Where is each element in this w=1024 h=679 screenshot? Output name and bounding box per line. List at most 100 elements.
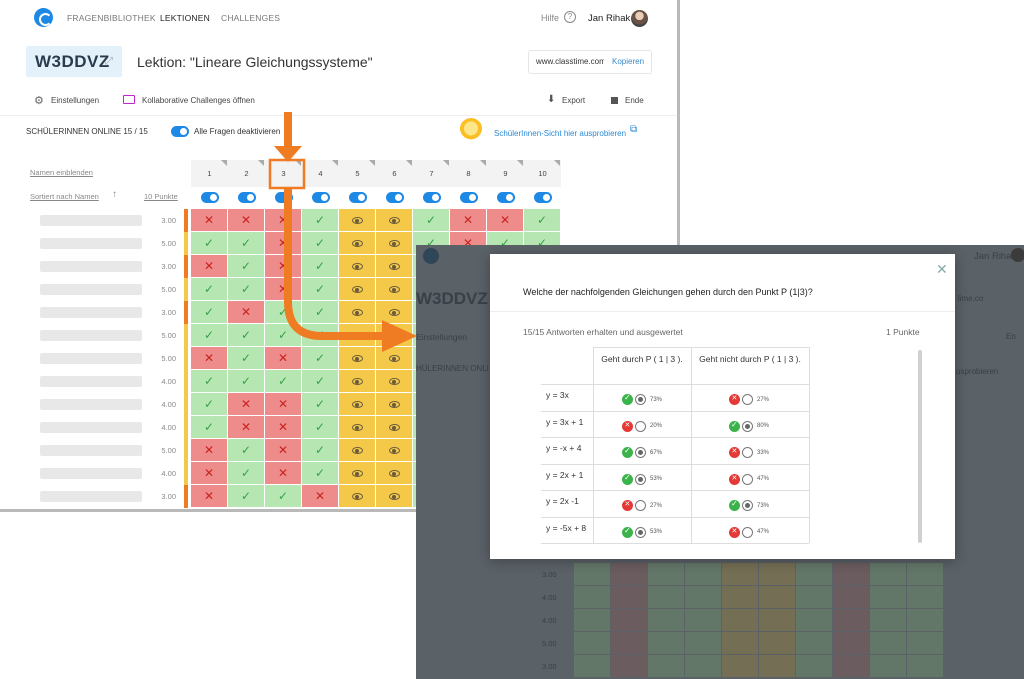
wrong-answer-icon[interactable]: ✕ (191, 485, 228, 508)
student-name-blurred[interactable] (40, 491, 142, 502)
wrong-answer-icon[interactable]: ✕ (228, 416, 265, 439)
sort-by-name[interactable]: Sortiert nach Namen (30, 192, 99, 201)
export-button[interactable]: Export (562, 96, 586, 105)
answer-radio[interactable] (742, 420, 753, 432)
answer-radio[interactable] (742, 473, 753, 485)
close-icon[interactable]: ✕ (936, 261, 948, 277)
correct-answer-icon[interactable]: ✓ (265, 485, 302, 508)
student-name-blurred[interactable] (40, 238, 142, 249)
wrong-answer-icon[interactable]: ✕ (450, 209, 487, 232)
correct-answer-icon[interactable]: ✓ (302, 278, 339, 301)
correct-answer-icon[interactable]: ✓ (302, 416, 339, 439)
revealed-answer-cell[interactable] (339, 232, 376, 255)
revealed-answer-cell[interactable] (339, 278, 376, 301)
correct-answer-icon[interactable]: ✓ (191, 301, 228, 324)
revealed-answer-cell[interactable] (376, 462, 413, 485)
correct-answer-icon[interactable]: ✓ (228, 485, 265, 508)
revealed-answer-cell[interactable] (376, 439, 413, 462)
answer-radio[interactable] (742, 526, 753, 538)
correct-answer-icon[interactable]: ✓ (302, 255, 339, 278)
wrong-answer-icon[interactable]: ✕ (191, 462, 228, 485)
correct-answer-icon[interactable]: ✓ (191, 370, 228, 393)
correct-answer-icon[interactable]: ✓ (228, 439, 265, 462)
revealed-answer-cell[interactable] (376, 416, 413, 439)
column-number[interactable]: 2 (244, 169, 249, 178)
correct-answer-icon[interactable]: ✓ (228, 324, 265, 347)
column-number[interactable]: 6 (392, 169, 397, 178)
correct-answer-icon[interactable]: ✓ (191, 416, 228, 439)
end-button[interactable]: Ende (625, 96, 644, 105)
answer-radio[interactable] (635, 420, 646, 432)
question-toggle[interactable] (349, 192, 367, 203)
question-toggle[interactable] (423, 192, 441, 203)
correct-answer-icon[interactable]: ✓ (228, 370, 265, 393)
answer-option[interactable]: 27% (729, 391, 789, 406)
student-name-blurred[interactable] (40, 353, 142, 364)
wrong-answer-icon[interactable]: ✕ (265, 255, 302, 278)
wrong-answer-icon[interactable]: ✕ (191, 439, 228, 462)
avatar[interactable] (631, 10, 648, 27)
column-number[interactable]: 4 (318, 169, 323, 178)
revealed-answer-cell[interactable] (339, 209, 376, 232)
session-code-chip[interactable] (26, 46, 122, 77)
revealed-answer-cell[interactable] (339, 255, 376, 278)
answer-option[interactable]: 47% (729, 471, 789, 485)
answer-option[interactable]: 20% (622, 418, 682, 432)
wrong-answer-icon[interactable]: ✕ (265, 416, 302, 439)
sort-arrow-icon[interactable]: ↑ (112, 189, 117, 200)
wrong-answer-icon[interactable]: ✕ (265, 278, 302, 301)
student-name-blurred[interactable] (40, 399, 142, 410)
answer-option[interactable]: 33% (729, 444, 789, 459)
nav-fragenbibliothek[interactable]: FRAGENBIBLIOTHEK (67, 13, 156, 23)
answer-radio[interactable] (742, 500, 753, 512)
user-name[interactable]: Jan Rihak (588, 13, 631, 24)
correct-answer-icon[interactable]: ✓ (191, 278, 228, 301)
correct-answer-icon[interactable]: ✓ (302, 347, 339, 370)
revealed-answer-cell[interactable] (339, 393, 376, 416)
nav-lektionen[interactable]: LEKTIONEN (160, 13, 210, 23)
wrong-answer-icon[interactable]: ✕ (228, 393, 265, 416)
revealed-answer-cell[interactable] (339, 370, 376, 393)
correct-answer-icon[interactable]: ✓ (228, 347, 265, 370)
student-name-blurred[interactable] (40, 445, 142, 456)
question-toggle[interactable] (460, 192, 478, 203)
revealed-answer-cell[interactable] (339, 485, 376, 508)
revealed-answer-cell[interactable] (339, 416, 376, 439)
wrong-answer-icon[interactable]: ✕ (265, 393, 302, 416)
column-number[interactable]: 3 (281, 169, 286, 178)
student-name-blurred[interactable] (40, 330, 142, 341)
question-toggle[interactable] (497, 192, 515, 203)
wrong-answer-icon[interactable]: ✕ (265, 209, 302, 232)
correct-answer-icon[interactable]: ✓ (302, 439, 339, 462)
correct-answer-icon[interactable]: ✓ (302, 301, 339, 324)
question-toggle[interactable] (534, 192, 552, 203)
correct-answer-icon[interactable]: ✓ (228, 255, 265, 278)
correct-answer-icon[interactable]: ✓ (191, 324, 228, 347)
wrong-answer-icon[interactable]: ✕ (302, 485, 339, 508)
answer-option[interactable]: 27% (622, 497, 682, 512)
correct-answer-icon[interactable]: ✓ (228, 462, 265, 485)
revealed-answer-cell[interactable] (376, 255, 413, 278)
wrong-answer-icon[interactable]: ✕ (265, 439, 302, 462)
wrong-answer-icon[interactable]: ✕ (191, 255, 228, 278)
student-name-blurred[interactable] (40, 284, 142, 295)
revealed-answer-cell[interactable] (376, 232, 413, 255)
revealed-answer-cell[interactable] (339, 439, 376, 462)
column-number[interactable]: 10 (538, 169, 547, 178)
wrong-answer-icon[interactable]: ✕ (228, 301, 265, 324)
student-name-blurred[interactable] (40, 261, 142, 272)
answer-option[interactable]: 80% (729, 418, 789, 432)
correct-answer-icon[interactable]: ✓ (265, 370, 302, 393)
correct-answer-icon[interactable]: ✓ (191, 393, 228, 416)
student-name-blurred[interactable] (40, 307, 142, 318)
wrong-answer-icon[interactable]: ✕ (487, 209, 524, 232)
revealed-answer-cell[interactable] (376, 301, 413, 324)
answer-option[interactable]: 73% (622, 391, 682, 406)
student-name-blurred[interactable] (40, 468, 142, 479)
wrong-answer-icon[interactable]: ✕ (228, 209, 265, 232)
question-toggle[interactable] (386, 192, 404, 203)
revealed-answer-cell[interactable] (376, 278, 413, 301)
correct-answer-icon[interactable]: ✓ (228, 278, 265, 301)
answer-option[interactable]: 67% (622, 444, 682, 459)
answer-option[interactable]: 73% (729, 497, 789, 512)
